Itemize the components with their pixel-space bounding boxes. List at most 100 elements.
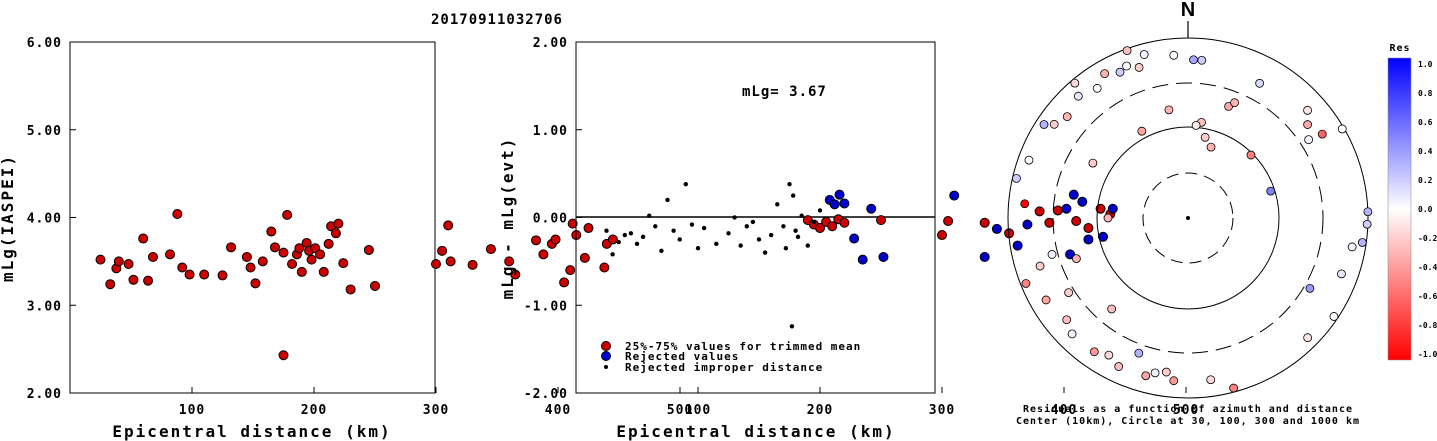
x-tick-label: 500 — [667, 403, 693, 418]
data-point — [138, 233, 149, 244]
ring-30km — [1142, 172, 1234, 264]
data-point — [143, 275, 154, 286]
data-point — [245, 262, 256, 273]
station-point — [1039, 120, 1049, 129]
data-point — [775, 202, 780, 207]
data-point — [345, 284, 356, 295]
station-point — [1362, 219, 1372, 229]
data-point — [628, 231, 634, 236]
data-point — [1044, 217, 1055, 228]
data-point — [762, 250, 768, 255]
y-tick-label: 2.00 — [27, 387, 62, 402]
data-point — [485, 244, 496, 255]
data-point — [622, 232, 627, 238]
x-tick-label: 200 — [807, 403, 833, 418]
data-point — [333, 218, 344, 229]
polar-points — [1012, 46, 1373, 393]
figure-title: 20170911032706 — [431, 12, 563, 28]
station-point — [1103, 213, 1113, 223]
station-point — [1024, 155, 1034, 165]
data-point — [467, 259, 478, 270]
station-point — [1049, 119, 1059, 129]
station-point — [1107, 304, 1117, 314]
legend-marker-improper — [604, 365, 608, 369]
y-tick-label: 6.00 — [27, 36, 62, 51]
x-tick-label: 100 — [179, 403, 205, 418]
y-tick-label: 3.00 — [27, 299, 62, 314]
data-point — [829, 199, 840, 210]
data-point — [665, 197, 670, 203]
data-point — [123, 259, 134, 270]
data-point — [1077, 196, 1088, 207]
data-point — [1061, 203, 1072, 214]
y-tick-label: -1.00 — [524, 299, 568, 314]
x-tick-label: 400 — [1051, 403, 1077, 418]
station-point — [1100, 69, 1110, 79]
data-point — [799, 213, 804, 218]
data-point — [338, 258, 349, 269]
plot1-y-ticks: 2.00 3.00 4.00 5.00 6.00 — [27, 36, 76, 402]
data-point — [811, 219, 817, 225]
data-point — [604, 228, 609, 233]
data-point — [315, 249, 326, 260]
data-point — [857, 254, 868, 265]
data-point — [504, 256, 515, 267]
data-point — [878, 251, 889, 262]
data-point — [199, 269, 210, 280]
data-point — [607, 234, 618, 245]
data-point — [147, 251, 158, 262]
data-point — [756, 237, 762, 242]
data-point — [282, 209, 293, 220]
data-point — [1095, 203, 1106, 214]
data-point — [783, 246, 789, 251]
plot2-x-label: Epicentral distance (km) — [616, 422, 895, 441]
x-tick-label: 300 — [929, 403, 955, 418]
station-point — [1317, 129, 1327, 139]
data-point — [278, 350, 289, 361]
station-point — [1337, 269, 1346, 279]
y-tick-label: 0.00 — [533, 212, 568, 227]
station-point — [1305, 283, 1315, 293]
data-point — [1012, 240, 1023, 251]
station-point — [1012, 173, 1021, 183]
plot1-x-ticks: 100 200 300 400 500 — [179, 387, 693, 418]
data-point — [610, 252, 615, 257]
colorbar-ramp — [1387, 57, 1412, 361]
data-point — [744, 224, 749, 229]
data-point — [949, 190, 960, 201]
data-point — [714, 241, 719, 247]
data-point — [323, 238, 334, 249]
x-tick-label: 300 — [423, 403, 449, 418]
station-point — [1041, 295, 1051, 305]
station-point — [1067, 329, 1077, 339]
data-point — [241, 251, 252, 262]
colorbar-tick-label: 0.8 — [1418, 89, 1433, 98]
data-point — [113, 256, 124, 267]
data-point — [634, 241, 640, 247]
y-tick-label: 2.00 — [533, 36, 568, 51]
station-point — [1169, 376, 1179, 386]
station-point — [1189, 55, 1198, 65]
data-point — [278, 247, 289, 258]
colorbar-ticks: 1.0 0.8 0.6 0.4 0.2 0.0 -0.2 -0.4 -0.6 -0.8 -1.0 — [1418, 60, 1437, 359]
colorbar-tick-label: -1.0 — [1418, 350, 1437, 359]
station-point — [1062, 315, 1072, 325]
plot2-points — [604, 181, 1118, 329]
station-point — [1303, 120, 1313, 129]
station-point — [1088, 158, 1098, 168]
plot1-points — [95, 208, 618, 361]
data-point — [943, 216, 954, 227]
data-point — [567, 218, 578, 229]
data-point — [671, 228, 676, 233]
x-tick-label: 100 — [685, 403, 711, 418]
data-point — [732, 215, 737, 220]
station-point — [1137, 126, 1147, 136]
data-point — [866, 203, 877, 214]
data-point — [647, 213, 652, 218]
data-point — [437, 245, 448, 256]
data-point — [599, 262, 610, 273]
station-point — [1089, 347, 1099, 357]
data-point — [834, 189, 845, 200]
data-point — [330, 228, 341, 239]
data-point — [370, 280, 380, 291]
